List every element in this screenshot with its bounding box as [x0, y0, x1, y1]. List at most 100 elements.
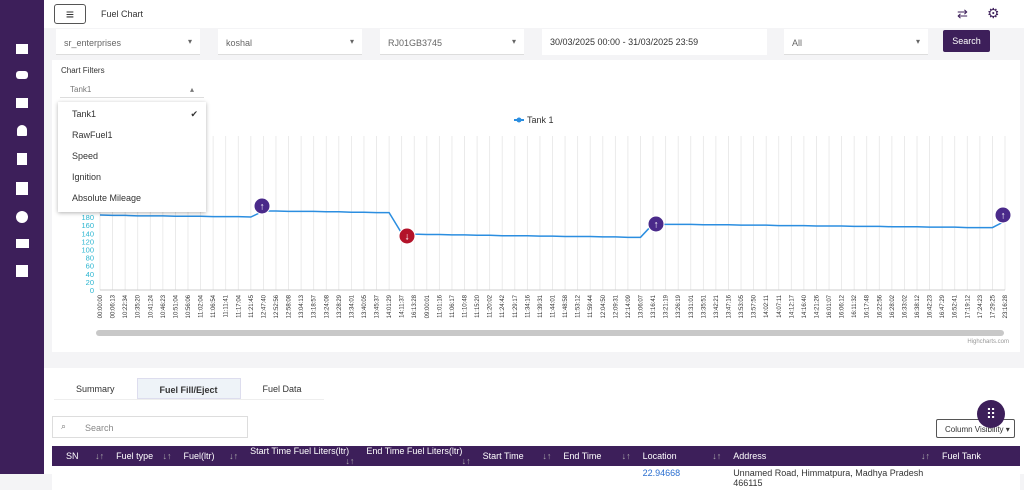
sort-icon: ↓↑: [229, 451, 239, 461]
sort-icon: ↓↑: [621, 451, 631, 461]
x-tick-label: 13:35:51: [701, 294, 707, 318]
column-header[interactable]: End Time Fuel Liters(ltr) ↓↑: [360, 446, 476, 466]
tab[interactable]: Fuel Fill/Eject: [136, 378, 241, 399]
column-header[interactable]: Fuel(ltr) ↓↑: [177, 446, 244, 466]
x-tick-label: 16:17:48: [865, 294, 871, 318]
nav-icons: [0, 44, 44, 277]
settings-icon[interactable]: ⚙: [987, 5, 1000, 21]
sort-icon: ↓↑: [345, 456, 355, 466]
chart-filter-select[interactable]: Tank1 ▴: [60, 80, 204, 98]
x-tick-label: 14:02:11: [764, 294, 770, 318]
event-marker: ↑: [647, 215, 665, 233]
tab[interactable]: Summary: [76, 384, 115, 394]
event-circle: [647, 215, 665, 233]
sort-icon: ↓↑: [921, 451, 930, 461]
status-select[interactable]: All: [784, 29, 928, 55]
x-tick-label: 14:16:40: [802, 294, 808, 318]
x-tick-label: 13:40:05: [362, 294, 368, 318]
x-tick-label: 11:17:04: [236, 294, 242, 318]
column-header[interactable]: Location ↓↑: [637, 446, 728, 466]
top-bar: ≡ Fuel Chart ⇄ ⚙: [44, 0, 1024, 28]
sort-icon: ↓↑: [162, 451, 172, 461]
date-range[interactable]: 30/03/2025 00:00 - 31/03/2025 23:59: [542, 29, 767, 55]
tab[interactable]: Fuel Data: [262, 384, 302, 394]
table-search[interactable]: ⌕ Search: [52, 416, 248, 438]
x-tick-label: 13:21:19: [664, 294, 670, 318]
y-tick-label: 140: [81, 229, 94, 238]
x-tick-label: 11:34:16: [525, 294, 531, 318]
x-tick-label: 10:35:20: [136, 294, 142, 318]
x-tick-label: 11:20:02: [488, 294, 494, 318]
dropdown-option[interactable]: RawFuel1: [72, 130, 113, 140]
x-tick-label: 16:28:02: [890, 294, 896, 318]
company-select[interactable]: sr_enterprises: [56, 29, 200, 55]
legend-label: Tank 1: [527, 115, 554, 125]
column-label: Start Time: [482, 451, 524, 461]
event-arrow: ↓: [405, 232, 410, 243]
column-header[interactable]: Start Time ↓↑: [477, 446, 558, 466]
x-tick-label: 12:04:50: [601, 294, 607, 318]
event-arrow: ↑: [260, 202, 265, 213]
x-tick-label: 12:47:40: [261, 294, 267, 318]
column-label: End Time: [563, 451, 602, 461]
dropdown-option[interactable]: Ignition: [72, 172, 102, 182]
x-tick-label: 10:46:23: [161, 294, 167, 318]
column-label: SN: [66, 451, 79, 461]
y-tick-label: 160: [81, 221, 94, 230]
x-tick-label: 11:59:44: [588, 294, 594, 318]
x-tick-label: 17:19:12: [965, 294, 971, 318]
column-label: Fuel Tank: [942, 451, 981, 461]
series-line: [99, 210, 1006, 239]
y-tick-label: 20: [86, 278, 94, 287]
event-circle: [253, 197, 271, 215]
x-tick-label: 13:47:16: [726, 294, 732, 318]
column-header[interactable]: SN ↓↑: [52, 446, 110, 466]
header-row: SN ↓↑ Fuel type ↓↑ Fuel(ltr) ↓↑ Start Time Fue…: [52, 446, 1020, 466]
fab-button[interactable]: ⠿: [977, 400, 1005, 428]
column-label: End Time Fuel Liters(ltr): [366, 446, 463, 456]
x-tick-label: 00:06:13: [111, 294, 117, 318]
x-tick-label: 11:39:31: [538, 294, 544, 318]
column-label: Fuel(ltr): [183, 451, 215, 461]
user-select[interactable]: koshal: [218, 29, 362, 55]
y-tick-label: 120: [81, 237, 94, 246]
x-tick-label: 13:18:57: [312, 294, 318, 318]
x-tick-label: 12:09:31: [613, 294, 619, 318]
x-tick-label: 13:16:41: [651, 294, 657, 318]
y-tick-label: 0: [90, 286, 94, 295]
x-tick-label: 11:21:45: [249, 294, 255, 318]
event-marker: ↑: [253, 197, 271, 215]
column-visibility-button[interactable]: Column Visibility ▾: [936, 419, 1015, 438]
table-cell: [477, 466, 558, 490]
column-label: Start Time Fuel Liters(ltr): [250, 446, 350, 456]
column-header[interactable]: Address ↓↑: [727, 446, 936, 466]
table-cell: [177, 466, 244, 490]
x-tick-label: 00:00:00: [98, 294, 104, 318]
legend-marker: [516, 117, 522, 123]
menu-button[interactable]: ≡: [54, 4, 86, 24]
vehicle-select[interactable]: RJ01GB3745: [380, 29, 524, 55]
x-tick-label: 13:24:08: [324, 294, 330, 318]
dropdown-option[interactable]: Absolute Mileage: [72, 193, 142, 203]
x-tick-label: 10:41:24: [148, 294, 154, 318]
column-header[interactable]: Fuel Tank: [936, 446, 1020, 466]
sort-icon: ↓↑: [712, 451, 722, 461]
search-button[interactable]: Search: [943, 30, 990, 52]
column-header[interactable]: Start Time Fuel Liters(ltr) ↓↑: [244, 446, 360, 466]
dropdown-menu: Tank1 ✔ RawFuel1 Speed Ignition Absolute Mile…: [58, 102, 206, 212]
x-tick-label: 11:06:54: [211, 294, 217, 318]
y-tick-label: 180: [81, 213, 94, 222]
swap-icon[interactable]: ⇄: [957, 6, 968, 21]
x-tick-label: 13:34:01: [349, 294, 355, 318]
x-tick-label: 11:29:17: [513, 294, 519, 318]
dropdown-option[interactable]: Speed: [72, 151, 99, 161]
dropdown-option[interactable]: Tank1 ✔: [58, 104, 206, 125]
x-tick-label: 16:52:41: [953, 294, 959, 318]
column-header[interactable]: Fuel type ↓↑: [110, 446, 177, 466]
x-tick-label: 12:14:09: [626, 294, 632, 318]
x-tick-label: 11:44:01: [551, 294, 557, 318]
y-tick-label: 100: [81, 245, 94, 254]
y-tick-label: 40: [86, 270, 94, 279]
x-tick-label: 14:01:29: [387, 294, 393, 318]
column-header[interactable]: End Time ↓↑: [557, 446, 636, 466]
